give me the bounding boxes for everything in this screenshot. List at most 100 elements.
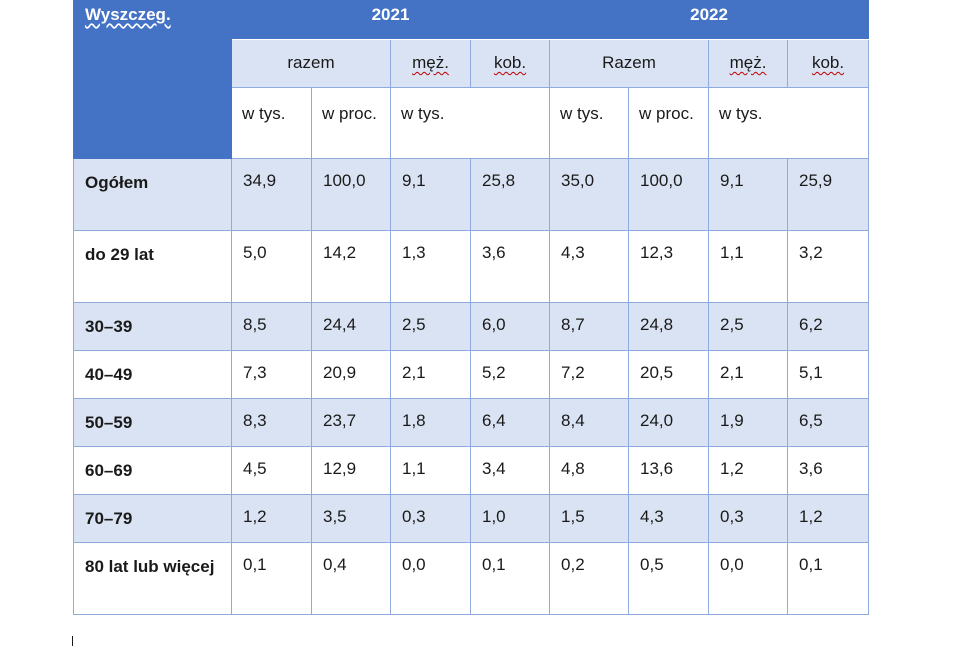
table-row: 80 lat lub więcej 0,1 0,4 0,0 0,1 0,2 0,5 0,0 0,… [73, 541, 870, 615]
table-cell: 0,0 [390, 541, 471, 615]
unit-2022-gender-thousands: w tys. [708, 86, 870, 159]
year-header-2022: 2022 [549, 0, 870, 40]
table-cell: 1,8 [390, 397, 471, 447]
table-cell: 7,3 [231, 349, 312, 399]
table-cell: 0,2 [549, 541, 630, 615]
table-cell: 6,4 [469, 397, 551, 447]
table-cell: 6,0 [469, 301, 551, 351]
table-cell: 100,0 [628, 157, 710, 231]
subheader-2021-total: razem [231, 38, 391, 88]
table-cell: 25,9 [787, 157, 870, 231]
table-cell: 1,2 [231, 493, 312, 543]
table-cell: 0,4 [311, 541, 391, 615]
table-cell: 100,0 [311, 157, 391, 231]
table-cell: 0,1 [469, 541, 551, 615]
table-cell: 9,1 [708, 157, 789, 231]
table-cell: 1,9 [708, 397, 789, 447]
table-cell: 5,0 [231, 229, 312, 303]
table-cell: 23,7 [311, 397, 391, 447]
row-label: 60–69 [73, 445, 232, 495]
table-cell: 14,2 [311, 229, 391, 303]
table-cell: 8,3 [231, 397, 312, 447]
table-cell: 0,3 [708, 493, 789, 543]
subheader-2022-men-label: męż. [729, 53, 767, 72]
table-cell: 5,2 [469, 349, 551, 399]
table-cell: 8,4 [549, 397, 630, 447]
table-cell: 13,6 [628, 445, 710, 495]
table-cell: 35,0 [549, 157, 630, 231]
subheader-2021-women: kob. [469, 38, 551, 88]
table-cell: 1,1 [708, 229, 789, 303]
row-label: 50–59 [73, 397, 232, 447]
table-cell: 2,1 [390, 349, 471, 399]
table-cell: 1,1 [390, 445, 471, 495]
table-cell: 0,1 [787, 541, 870, 615]
table-row: 50–59 8,3 23,7 1,8 6,4 8,4 24,0 1,9 6,5 [73, 397, 870, 447]
subheader-2022-women: kob. [787, 38, 870, 88]
unit-2021-gender-thousands: w tys. [389, 86, 551, 159]
unit-2022-percent: w proc. [628, 86, 710, 159]
table-cell: 3,6 [469, 229, 551, 303]
table-row: do 29 lat 5,0 14,2 1,3 3,6 4,3 12,3 1,1 3,2 [73, 229, 870, 303]
subheader-2022-men: męż. [708, 38, 789, 88]
table-cell: 3,5 [311, 493, 391, 543]
table-cell: 9,1 [390, 157, 471, 231]
corner-header: Wyszczeg. [73, 0, 232, 159]
table-cell: 6,2 [787, 301, 870, 351]
subheader-2021-men: męż. [390, 38, 471, 88]
table-cell: 0,3 [390, 493, 471, 543]
table-body: Ogółem 34,9 100,0 9,1 25,8 35,0 100,0 9,1 25,9 do… [73, 157, 870, 615]
table-cell: 0,1 [231, 541, 312, 615]
table-cell: 24,0 [628, 397, 710, 447]
table-cell: 4,3 [549, 229, 630, 303]
table-cell: 2,1 [708, 349, 789, 399]
unit-2021-thousands: w tys. [231, 86, 312, 159]
table-cell: 2,5 [708, 301, 789, 351]
unit-2021-percent: w proc. [311, 86, 391, 159]
subheader-2021-men-label: męż. [412, 53, 449, 72]
table-cell: 3,4 [469, 445, 551, 495]
table-cell: 1,5 [549, 493, 630, 543]
subheader-2021-women-label: kob. [493, 53, 527, 72]
row-label: do 29 lat [73, 229, 232, 303]
table-row: 70–79 1,2 3,5 0,3 1,0 1,5 4,3 0,3 1,2 [73, 493, 870, 543]
table-cell: 8,5 [231, 301, 312, 351]
table-cell: 12,3 [628, 229, 710, 303]
table-cell: 3,2 [787, 229, 870, 303]
row-label: 80 lat lub więcej [73, 541, 232, 615]
table-cell: 20,9 [311, 349, 391, 399]
row-label: 70–79 [73, 493, 232, 543]
table-cell: 20,5 [628, 349, 710, 399]
table-cell: 3,6 [787, 445, 870, 495]
unit-2022-thousands: w tys. [549, 86, 630, 159]
row-label: Ogółem [73, 157, 232, 231]
table-cell: 34,9 [231, 157, 312, 231]
table-cell: 7,2 [549, 349, 630, 399]
subheader-2022-total: Razem [549, 38, 710, 88]
year-header-2021: 2021 [230, 0, 551, 40]
table-cell: 8,7 [549, 301, 630, 351]
table-cell: 0,5 [628, 541, 710, 615]
table-cell: 1,0 [469, 493, 551, 543]
table-cell: 4,5 [231, 445, 312, 495]
table-cell: 24,4 [311, 301, 391, 351]
corner-label: Wyszczeg. [85, 5, 171, 24]
table-cell: 2,5 [390, 301, 471, 351]
table-row: Ogółem 34,9 100,0 9,1 25,8 35,0 100,0 9,1 25,9 [73, 157, 870, 231]
table-cell: 1,2 [787, 493, 870, 543]
text-cursor [72, 636, 73, 646]
table-cell: 12,9 [311, 445, 391, 495]
table-cell: 6,5 [787, 397, 870, 447]
table-row: 30–39 8,5 24,4 2,5 6,0 8,7 24,8 2,5 6,2 [73, 301, 870, 351]
table-cell: 1,3 [390, 229, 471, 303]
table-cell: 4,3 [628, 493, 710, 543]
table-row: 60–69 4,5 12,9 1,1 3,4 4,8 13,6 1,2 3,6 [73, 445, 870, 495]
table-cell: 25,8 [469, 157, 551, 231]
subheader-2022-women-label: kob. [811, 53, 845, 72]
row-label: 30–39 [73, 301, 232, 351]
table-cell: 4,8 [549, 445, 630, 495]
table-cell: 1,2 [708, 445, 789, 495]
table-row: 40–49 7,3 20,9 2,1 5,2 7,2 20,5 2,1 5,1 [73, 349, 870, 399]
age-distribution-table: Wyszczeg. 2021 2022 razem męż. kob. Raze… [73, 0, 870, 615]
table-cell: 24,8 [628, 301, 710, 351]
